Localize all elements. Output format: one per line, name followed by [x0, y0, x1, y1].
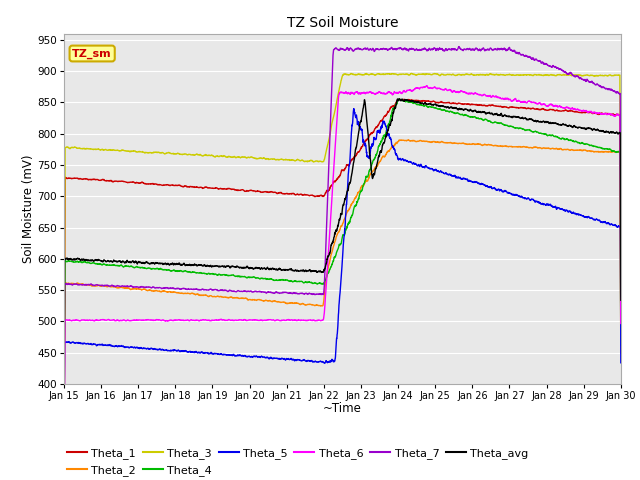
Theta_2	[546, 146, 554, 152]
Theta_4	[60, 444, 68, 450]
Theta_4	[157, 265, 164, 271]
Theta_7	[60, 456, 68, 462]
Theta_6	[546, 101, 554, 107]
Theta_1	[60, 403, 68, 408]
Title: TZ Soil Moisture: TZ Soil Moisture	[287, 16, 398, 30]
Theta_7	[617, 294, 625, 300]
Theta_7	[606, 86, 614, 92]
Theta_6	[124, 317, 131, 323]
Line: Theta_3: Theta_3	[64, 73, 621, 391]
Theta_5	[546, 202, 554, 207]
Theta_5	[298, 358, 305, 363]
X-axis label: ~Time: ~Time	[323, 402, 362, 415]
Y-axis label: Soil Moisture (mV): Soil Moisture (mV)	[22, 155, 35, 263]
Line: Theta_5: Theta_5	[64, 108, 621, 480]
Theta_4	[606, 146, 614, 152]
Theta_5	[274, 356, 282, 361]
Theta_avg	[298, 267, 305, 273]
Theta_3	[274, 156, 282, 162]
Theta_1	[124, 180, 131, 186]
Theta_5	[606, 222, 614, 228]
Theta_5	[617, 360, 625, 366]
Theta_avg	[157, 261, 164, 266]
Line: Theta_1: Theta_1	[64, 99, 621, 406]
Theta_2	[157, 288, 164, 294]
Theta_6	[157, 317, 164, 323]
Theta_2	[274, 299, 282, 305]
Theta_avg	[60, 443, 68, 449]
Theta_4	[546, 132, 554, 138]
Theta_1	[546, 107, 554, 112]
Theta_4	[395, 96, 403, 102]
Theta_3	[298, 157, 305, 163]
Theta_3	[617, 305, 625, 311]
Theta_avg	[274, 267, 282, 273]
Theta_3	[124, 148, 131, 154]
Line: Theta_4: Theta_4	[64, 99, 621, 447]
Theta_1	[274, 191, 282, 196]
Theta_4	[124, 264, 131, 269]
Theta_6	[60, 474, 68, 480]
Theta_1	[157, 182, 164, 188]
Theta_1	[606, 111, 614, 117]
Theta_6	[617, 321, 625, 326]
Theta_1	[400, 96, 408, 102]
Theta_2	[617, 350, 625, 356]
Theta_1	[617, 329, 625, 335]
Theta_7	[546, 63, 554, 69]
Theta_6	[606, 111, 614, 117]
Theta_avg	[396, 96, 403, 102]
Theta_avg	[124, 258, 131, 264]
Text: TZ_sm: TZ_sm	[72, 48, 112, 59]
Theta_6	[298, 317, 305, 323]
Theta_3	[546, 72, 554, 78]
Theta_2	[298, 301, 305, 307]
Theta_5	[124, 344, 131, 350]
Theta_5	[350, 106, 358, 111]
Theta_6	[274, 317, 282, 323]
Theta_avg	[606, 130, 614, 135]
Line: Theta_avg: Theta_avg	[64, 99, 621, 446]
Theta_7	[157, 285, 164, 291]
Theta_7	[455, 44, 463, 49]
Line: Theta_6: Theta_6	[64, 86, 621, 477]
Legend: Theta_1, Theta_2, Theta_3, Theta_4, Theta_5, Theta_6, Theta_7, Theta_avg: Theta_1, Theta_2, Theta_3, Theta_4, Thet…	[63, 444, 533, 480]
Theta_7	[274, 290, 282, 296]
Line: Theta_7: Theta_7	[64, 47, 621, 459]
Theta_4	[274, 277, 282, 283]
Theta_3	[60, 388, 68, 394]
Theta_3	[157, 150, 164, 156]
Theta_3	[408, 71, 415, 76]
Theta_6	[423, 83, 431, 89]
Theta_1	[298, 192, 305, 197]
Theta_5	[157, 347, 164, 352]
Theta_2	[60, 456, 68, 462]
Theta_avg	[617, 297, 625, 303]
Theta_2	[124, 285, 131, 291]
Theta_avg	[546, 120, 554, 125]
Theta_3	[606, 72, 614, 78]
Theta_2	[405, 137, 413, 143]
Theta_2	[606, 149, 614, 155]
Theta_4	[617, 342, 625, 348]
Theta_7	[124, 283, 131, 289]
Theta_7	[298, 290, 305, 296]
Line: Theta_2: Theta_2	[64, 140, 621, 459]
Theta_4	[298, 278, 305, 284]
